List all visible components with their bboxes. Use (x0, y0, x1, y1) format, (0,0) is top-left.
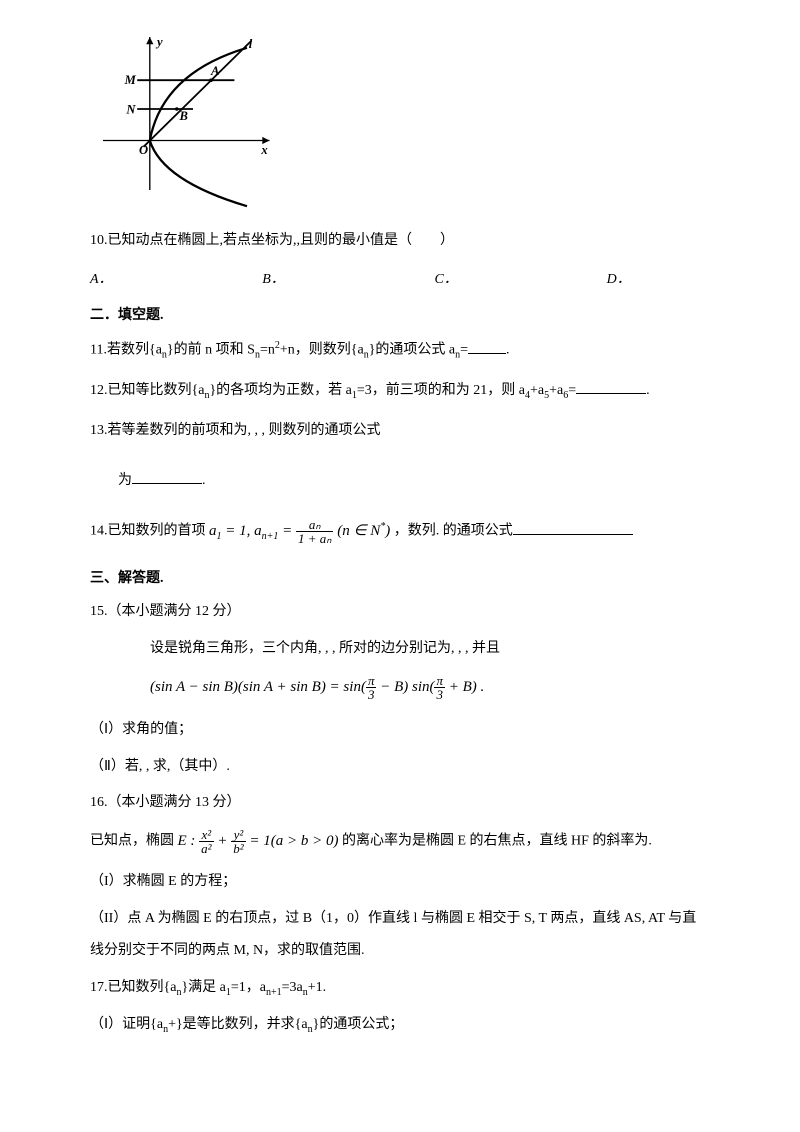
q16-line1: 已知点，椭圆 E : x²a² + y²b² = 1(a > b > 0) 的离… (90, 828, 710, 855)
q10-options: A． B． C． D． (90, 268, 710, 288)
q14-text: 14.已知数列的首项 a1 = 1, an+1 = aₙ 1 + aₙ (n ∈… (90, 518, 710, 545)
q10-text: 10.已知动点在椭圆上,若点坐标为,,且则的最小值是（ ） (90, 230, 710, 252)
q17-part1: （Ⅰ）证明{an+}是等比数列，并求{an}的通项公式； (90, 1014, 710, 1038)
N-label: N (125, 103, 136, 117)
q14-blank (513, 522, 633, 536)
section-2-header: 二．填空题. (90, 304, 710, 324)
origin-label: O (139, 143, 148, 157)
A-label: A (210, 64, 219, 78)
q15-part2: （Ⅱ）若, , 求,（其中）. (90, 756, 710, 778)
q12-blank (576, 380, 646, 394)
q16-part1: （I）求椭圆 E 的方程； (90, 871, 710, 893)
y-axis-label: y (155, 35, 163, 49)
q10-option-C: C． (434, 268, 606, 288)
B-label: B (179, 109, 188, 123)
q10-option-A: A． (90, 268, 262, 288)
q12-text: 12.已知等比数列{an}的各项均为正数，若 a1=3，前三项的和为 21，则 … (90, 380, 710, 404)
parabola-tangent-graph: y x l O M N A B (84, 28, 284, 208)
q10-option-D: D． (607, 268, 710, 288)
q16-part2a: （II）点 A 为椭圆 E 的右顶点，过 B（1，0）作直线 l 与椭圆 E 相… (90, 908, 710, 930)
q11-blank (468, 340, 506, 354)
section-3-header: 三、解答题. (90, 567, 710, 587)
q16-part2b: 线分别交于不同的两点 M, N，求的取值范围. (90, 940, 710, 962)
q13-line1: 13.若等差数列的前项和为, , , 则数列的通项公式 (90, 420, 710, 442)
q15-formula: (sin A − sin B)(sin A + sin B) = sin(π3 … (90, 674, 710, 701)
M-label: M (124, 73, 137, 87)
q17-line1: 17.已知数列{an}满足 a1=1，an+1=3an+1. (90, 977, 710, 1001)
q15-line1: 设是锐角三角形，三个内角, , , 所对的边分别记为, , , 并且 (90, 638, 710, 660)
q13-line2: 为. (90, 470, 710, 492)
q10-option-B: B． (262, 268, 434, 288)
l-label: l (249, 37, 253, 51)
q13-blank (132, 470, 202, 484)
q15-part1: （Ⅰ）求角的值； (90, 719, 710, 741)
q15-title: 15.（本小题满分 12 分） (90, 601, 710, 623)
q16-title: 16.（本小题满分 13 分） (90, 792, 710, 814)
x-axis-label: x (260, 143, 267, 157)
q11-text: 11.若数列{an}的前 n 项和 Sn=n2+n，则数列{an}的通项公式 a… (90, 338, 710, 363)
